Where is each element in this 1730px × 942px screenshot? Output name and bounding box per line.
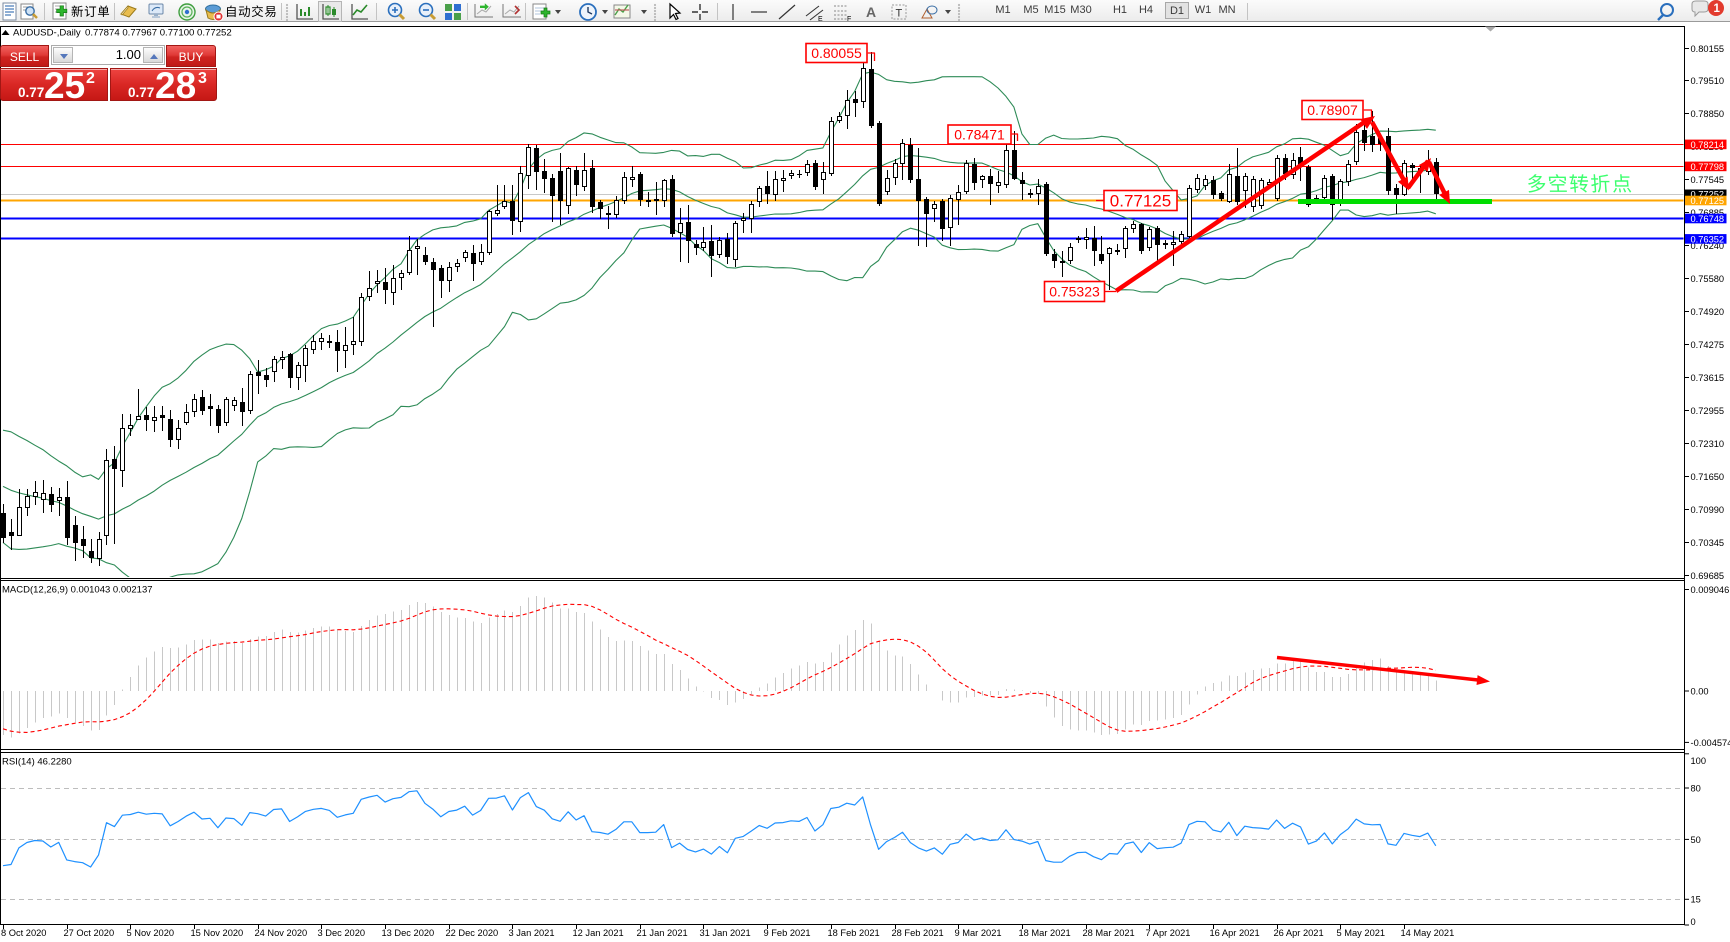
svg-text:9 Mar 2021: 9 Mar 2021 (955, 928, 1002, 938)
svg-text:0.73615: 0.73615 (1691, 373, 1725, 383)
svg-text:0.75580: 0.75580 (1691, 274, 1725, 284)
svg-text:0.72310: 0.72310 (1691, 439, 1725, 449)
svg-text:0.72955: 0.72955 (1691, 406, 1725, 416)
svg-text:3 Dec 2020: 3 Dec 2020 (318, 928, 366, 938)
svg-text:0.74275: 0.74275 (1691, 340, 1725, 350)
svg-text:22 Dec 2020: 22 Dec 2020 (446, 928, 499, 938)
svg-text:0.80155: 0.80155 (1691, 44, 1725, 54)
svg-text:12 Jan 2021: 12 Jan 2021 (573, 928, 624, 938)
svg-text:0.70990: 0.70990 (1691, 505, 1725, 515)
svg-text:0.77874 0.77967 0.77100 0.7725: 0.77874 0.77967 0.77100 0.77252 (85, 28, 232, 39)
svg-text:5 May 2021: 5 May 2021 (1337, 928, 1386, 938)
svg-text:21 Jan 2021: 21 Jan 2021 (637, 928, 688, 938)
svg-text:13 Dec 2020: 13 Dec 2020 (382, 928, 435, 938)
svg-text:7 Apr 2021: 7 Apr 2021 (1146, 928, 1191, 938)
svg-text:50: 50 (1691, 835, 1701, 845)
svg-text:0.80055: 0.80055 (811, 45, 862, 61)
svg-text:0.69685: 0.69685 (1691, 571, 1725, 581)
svg-text:0.76352: 0.76352 (1691, 234, 1725, 244)
svg-text:26 Apr 2021: 26 Apr 2021 (1274, 928, 1324, 938)
svg-text:0.76885: 0.76885 (1691, 208, 1725, 218)
svg-text:AUDUSD-,Daily: AUDUSD-,Daily (13, 28, 81, 39)
svg-text:0.78471: 0.78471 (954, 127, 1005, 143)
svg-text:5 Nov 2020: 5 Nov 2020 (127, 928, 175, 938)
svg-text:A: A (866, 4, 876, 20)
svg-text:28 Mar 2021: 28 Mar 2021 (1083, 928, 1135, 938)
svg-text:0.78850: 0.78850 (1691, 109, 1725, 119)
svg-text:0: 0 (1691, 917, 1696, 927)
svg-text:80: 80 (1691, 783, 1701, 793)
svg-text:3 Jan 2021: 3 Jan 2021 (509, 928, 555, 938)
svg-text:MACD(12,26,9) 0.001043 0.00213: MACD(12,26,9) 0.001043 0.002137 (2, 585, 153, 596)
svg-text:RSI(14) 46.2280: RSI(14) 46.2280 (2, 757, 72, 768)
svg-text:9 Feb 2021: 9 Feb 2021 (764, 928, 811, 938)
svg-text:0.009046: 0.009046 (1691, 585, 1730, 595)
svg-text:0.77125: 0.77125 (1691, 196, 1725, 206)
svg-text:0.76748: 0.76748 (1691, 214, 1725, 224)
svg-text:24 Nov 2020: 24 Nov 2020 (255, 928, 308, 938)
svg-text:15: 15 (1691, 895, 1701, 905)
svg-text:18 Feb 2021: 18 Feb 2021 (828, 928, 880, 938)
svg-text:0.00: 0.00 (1691, 686, 1709, 696)
svg-text:0.70345: 0.70345 (1691, 538, 1725, 548)
svg-text:0.78907: 0.78907 (1307, 102, 1358, 118)
svg-text:0.78214: 0.78214 (1691, 140, 1725, 150)
svg-text:0.77798: 0.77798 (1691, 162, 1725, 172)
svg-text:15 Nov 2020: 15 Nov 2020 (191, 928, 244, 938)
svg-text:8 Oct 2020: 8 Oct 2020 (1, 928, 46, 938)
svg-text:16 Apr 2021: 16 Apr 2021 (1210, 928, 1260, 938)
svg-text:0.77252: 0.77252 (1691, 190, 1725, 200)
svg-text:0.76240: 0.76240 (1691, 241, 1725, 251)
svg-text:18 Mar 2021: 18 Mar 2021 (1019, 928, 1071, 938)
svg-text:27 Oct 2020: 27 Oct 2020 (64, 928, 115, 938)
svg-text:0.75323: 0.75323 (1049, 284, 1100, 300)
svg-text:1: 1 (1714, 3, 1721, 15)
svg-text:100: 100 (1691, 756, 1707, 766)
svg-text:31 Jan 2021: 31 Jan 2021 (700, 928, 751, 938)
svg-text:E: E (818, 16, 823, 22)
svg-text:0.74920: 0.74920 (1691, 307, 1725, 317)
svg-text:F: F (847, 16, 851, 22)
svg-text:0.77125: 0.77125 (1110, 192, 1171, 211)
svg-text:0.79510: 0.79510 (1691, 76, 1725, 86)
svg-text:14 May 2021: 14 May 2021 (1401, 928, 1455, 938)
svg-text:28 Feb 2021: 28 Feb 2021 (892, 928, 944, 938)
svg-text:0.77545: 0.77545 (1691, 175, 1725, 185)
svg-text:T: T (896, 8, 903, 20)
svg-text:-0.004574: -0.004574 (1691, 738, 1730, 748)
svg-text:0.71650: 0.71650 (1691, 472, 1725, 482)
